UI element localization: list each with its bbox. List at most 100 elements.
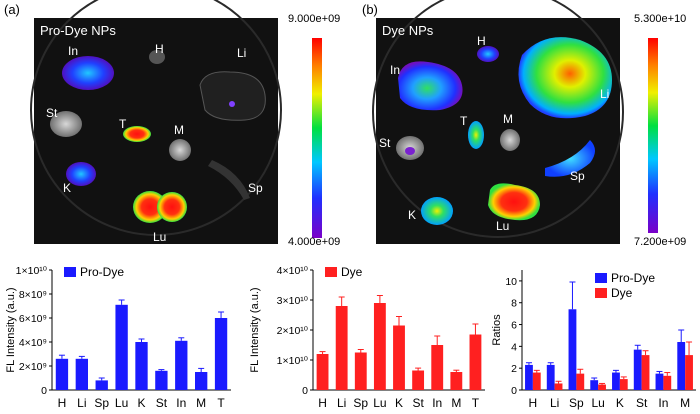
- organ-label-st-b: St: [379, 136, 391, 150]
- organ-label-h: H: [155, 42, 164, 56]
- panel-b-colorbar: [648, 38, 658, 233]
- legend-swatch-2-1: [595, 288, 607, 298]
- bar-0-0-4: [135, 342, 148, 390]
- x-tick-label-0-4: K: [137, 396, 145, 410]
- x-tick-label-1-7: M: [451, 396, 461, 410]
- organ-liver-b: [518, 37, 612, 119]
- organ-intestine-b: [398, 61, 463, 111]
- x-tick-label-0-3: Lu: [115, 396, 128, 410]
- organ-label-t-b: T: [460, 114, 468, 128]
- y-tick-label-0-3: 6×10⁹: [19, 313, 47, 325]
- organ-tumor: [123, 126, 151, 142]
- bar-0-0-1: [75, 358, 88, 390]
- bar-0-0-6: [175, 340, 188, 390]
- legend-label-2-0: Pro-Dye: [611, 271, 655, 285]
- x-tick-label-1-1: Li: [337, 396, 346, 410]
- y-tick-label-0-0: 0: [41, 385, 47, 397]
- y-tick-label-2-0: 0: [511, 385, 517, 397]
- panel-b-image: Dye NPs H In Li T M St Sp K Lu: [372, 0, 624, 244]
- bar-0-0-5: [155, 370, 168, 390]
- y-axis-title-1: FL Intensity (a.u.): [249, 287, 261, 372]
- legend-label-0-0: Pro-Dye: [80, 265, 124, 279]
- bar-2-1-7: [685, 355, 693, 390]
- organ-label-m-b: M: [503, 112, 513, 126]
- organ-muscle-b: [500, 129, 520, 151]
- bar-2-1-4: [619, 379, 628, 390]
- organ-label-in: In: [68, 44, 78, 58]
- x-tick-label-0-7: M: [196, 396, 206, 410]
- organ-liver: [199, 71, 266, 121]
- organ-stomach: [50, 111, 82, 137]
- chart-c: 0 2×10⁹ 4×10⁹ 6×10⁹ 8×10⁹ 1×10¹⁰ FL Intensity …: [5, 265, 231, 410]
- petri-dish-rim-b: [372, 0, 624, 238]
- y-tick-label-1-1: 1×10¹⁰: [277, 355, 309, 367]
- organ-heart: [149, 50, 165, 64]
- y-tick-label-2-5: 10: [505, 276, 517, 288]
- organ-spleen: [208, 160, 250, 200]
- x-tick-label-0-2: Sp: [94, 396, 109, 410]
- organ-heart-b: [477, 46, 499, 62]
- legend-label-2-1: Dye: [611, 286, 633, 300]
- organ-liver-spot: [229, 101, 235, 107]
- panel-b-scale-min: 7.200e+09: [634, 236, 686, 248]
- organ-lung-right: [157, 192, 187, 222]
- bar-2-0-2: [568, 309, 577, 390]
- x-tick-label-2-7: M: [680, 396, 690, 410]
- y-tick-label-0-4: 8×10⁹: [19, 289, 47, 301]
- bar-1-0-2: [354, 352, 367, 390]
- x-tick-label-2-5: St: [636, 396, 648, 410]
- organ-label-li-b: Li: [600, 87, 609, 101]
- bar-1-0-5: [412, 370, 425, 390]
- x-tick-label-2-0: H: [529, 396, 538, 410]
- x-tick-label-0-0: H: [58, 396, 67, 410]
- organ-stomach-b-spot: [405, 147, 415, 155]
- bar-1-0-7: [450, 372, 463, 390]
- x-tick-label-0-8: T: [217, 396, 225, 410]
- x-tick-label-0-1: Li: [77, 396, 86, 410]
- panel-a-label: (a): [4, 2, 20, 17]
- organ-label-k: K: [63, 181, 71, 195]
- y-tick-label-2-2: 4: [511, 341, 517, 353]
- bar-2-1-2: [576, 373, 585, 390]
- organ-label-sp-b: Sp: [570, 169, 585, 183]
- y-tick-label-1-0: 0: [302, 385, 308, 397]
- y-tick-label-1-4: 4×10¹⁰: [277, 265, 309, 277]
- bar-1-0-3: [373, 303, 386, 390]
- bar-2-0-6: [655, 373, 664, 390]
- x-tick-label-2-1: Li: [550, 396, 559, 410]
- x-tick-label-2-3: Lu: [591, 396, 604, 410]
- x-tick-label-1-6: In: [432, 396, 442, 410]
- organ-muscle: [169, 139, 191, 161]
- organ-label-li: Li: [237, 46, 246, 60]
- organ-label-t: T: [119, 117, 127, 131]
- y-tick-label-2-1: 2: [511, 363, 517, 375]
- y-tick-label-0-2: 4×10⁹: [19, 337, 47, 349]
- bar-0-0-2: [95, 380, 108, 390]
- bar-2-0-0: [525, 364, 533, 390]
- x-tick-label-2-6: In: [658, 396, 668, 410]
- legend-label-1-0: Dye: [341, 265, 363, 279]
- legend-swatch-1-0: [325, 267, 337, 277]
- organ-lung-left: [133, 191, 167, 223]
- organ-kidney: [66, 162, 96, 186]
- x-tick-label-1-4: K: [395, 396, 403, 410]
- panel-a-scale-max: 9.000e+09: [288, 13, 340, 25]
- petri-dish-rim: [30, 0, 282, 236]
- bar-2-0-3: [590, 380, 599, 390]
- panel-a-colorbar: [312, 38, 322, 238]
- x-tick-label-0-5: St: [156, 396, 168, 410]
- bar-0-0-0: [55, 358, 69, 390]
- x-tick-label-1-5: St: [412, 396, 424, 410]
- organ-kidney-b: [421, 197, 453, 225]
- organ-label-sp: Sp: [248, 181, 263, 195]
- bar-0-0-3: [115, 304, 128, 390]
- y-tick-label-1-2: 2×10¹⁰: [277, 325, 309, 337]
- y-tick-label-0-5: 1×10¹⁰: [16, 265, 48, 277]
- organ-tumor-b: [468, 121, 484, 149]
- panel-a-image: Pro-Dye NPs In H Li St T M K Sp Lu: [30, 0, 282, 244]
- panel-b-label: (b): [362, 2, 378, 17]
- bar-1-0-8: [469, 334, 482, 390]
- panel-a-scale-min: 4.000e+09: [288, 236, 340, 248]
